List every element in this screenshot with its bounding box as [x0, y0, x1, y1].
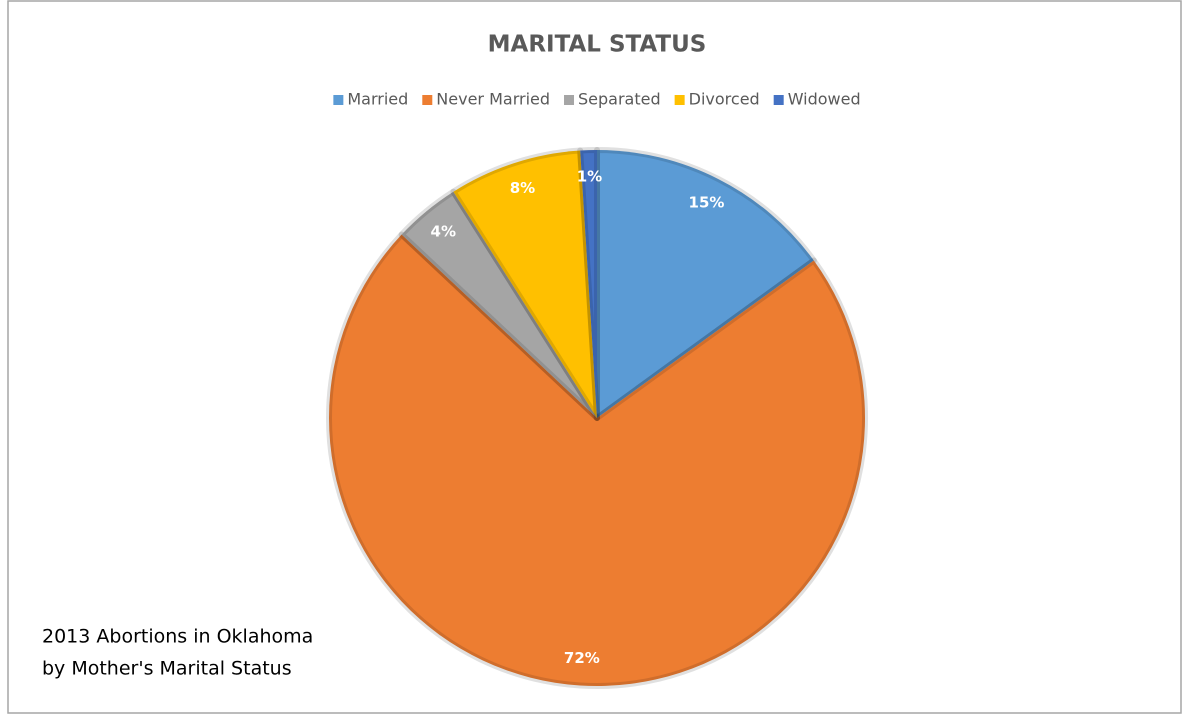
slice-border	[450, 147, 600, 421]
pie-slice	[328, 234, 865, 686]
legend-swatch	[333, 95, 344, 105]
slice-border	[594, 147, 817, 421]
slice-border	[398, 188, 600, 421]
data-label: 72%	[564, 649, 600, 667]
data-label: 15%	[689, 194, 725, 212]
legend-label: Divorced	[689, 90, 760, 109]
legend-label: Never Married	[436, 90, 550, 109]
legend-swatch	[773, 95, 784, 105]
legend-swatch	[674, 95, 685, 105]
pie-slice	[580, 150, 597, 418]
slice-border	[326, 231, 868, 689]
pie-slice	[597, 150, 814, 418]
data-label: 4%	[431, 223, 456, 241]
pie-slice	[401, 191, 597, 418]
legend-swatch	[564, 95, 575, 105]
pie-slice	[453, 150, 597, 418]
data-label: 1%	[577, 167, 602, 185]
slice-border	[577, 147, 600, 421]
legend-label: Married	[347, 90, 408, 109]
data-label: 8%	[510, 179, 535, 197]
legend-swatch	[422, 95, 433, 105]
legend-label: Separated	[578, 90, 661, 109]
chart-title: MARITAL STATUS	[488, 32, 707, 58]
annotation: by Mother's Marital Status	[42, 658, 292, 680]
annotation: 2013 Abortions in Oklahoma	[42, 626, 313, 648]
legend-label: Widowed	[788, 90, 861, 109]
